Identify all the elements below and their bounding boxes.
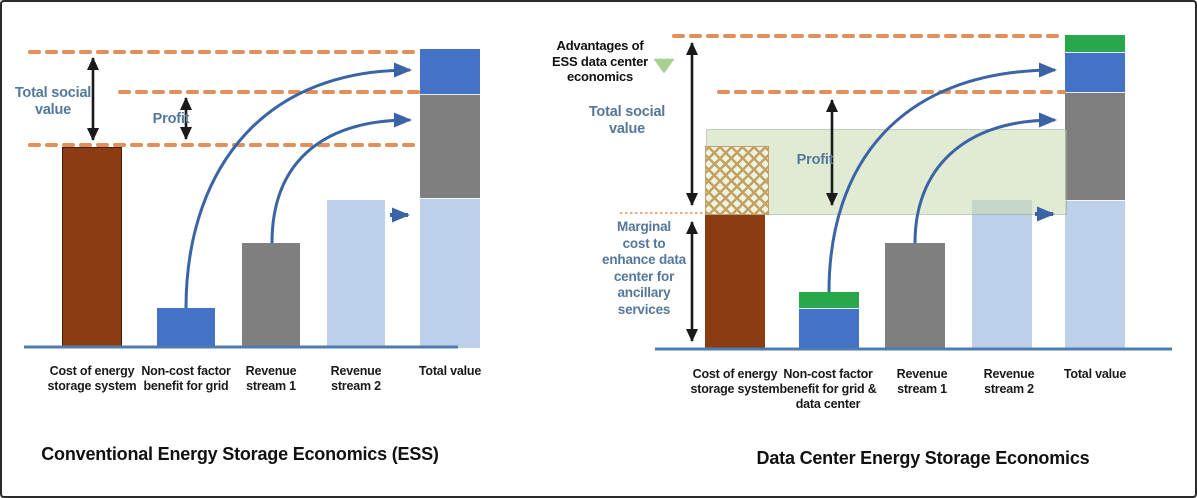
right-bar-total-value (1065, 35, 1125, 350)
right-marginal-cost-label: Marginal cost to enhance data center for… (602, 219, 686, 317)
right-total-segment-revenue1 (1065, 92, 1125, 200)
left-label-total: Total value (418, 364, 482, 378)
right-bar-noncost (799, 292, 859, 350)
left-bar-cost (62, 147, 122, 348)
right-total-segment-noncost (1065, 52, 1125, 92)
left-total-social-value-label: Total social value (14, 85, 92, 118)
left-bar-revenue2 (327, 200, 385, 348)
hatched-cost-offset-box (705, 146, 769, 215)
left-bar-noncost (157, 308, 215, 348)
left-total-segment-revenue1 (420, 94, 480, 198)
right-total-social-value-label: Total social value (588, 104, 666, 137)
left-profit-label: Profit (152, 111, 190, 127)
right-label-cost: Cost of energy storage system (690, 367, 780, 396)
right-advantages-label: Advantages of ESS data center economics (552, 38, 648, 84)
right-noncost-segment-grid (799, 308, 859, 350)
right-label-total: Total value (1063, 367, 1127, 381)
right-label-revenue1: Revenue stream 1 (896, 367, 948, 396)
right-chart-title: Data Center Energy Storage Economics (756, 448, 1090, 468)
left-label-revenue1: Revenue stream 1 (245, 364, 297, 393)
left-total-segment-revenue2 (420, 198, 480, 348)
left-label-revenue2: Revenue stream 2 (330, 364, 382, 393)
right-label-noncost: Non-cost factor benefit for grid & data … (779, 367, 877, 411)
right-label-revenue2: Revenue stream 2 (983, 367, 1035, 396)
left-label-noncost: Non-cost factor benefit for grid (141, 364, 231, 393)
left-total-segment-noncost (420, 49, 480, 94)
right-bar-revenue2 (972, 200, 1032, 350)
left-chart-title: Conventional Energy Storage Economics (E… (41, 444, 439, 464)
right-total-segment-advantage (1065, 35, 1125, 52)
left-bar-total-value (420, 49, 480, 348)
left-bar-revenue1 (242, 243, 300, 348)
right-bar-cost (705, 215, 765, 350)
right-noncost-segment-datacenter (799, 292, 859, 308)
left-label-cost: Cost of energy storage system (47, 364, 137, 393)
right-bar-revenue1 (885, 243, 945, 350)
right-total-segment-revenue2 (1065, 200, 1125, 350)
right-profit-label: Profit (796, 152, 834, 168)
advantages-marker-triangle-icon (654, 59, 674, 73)
